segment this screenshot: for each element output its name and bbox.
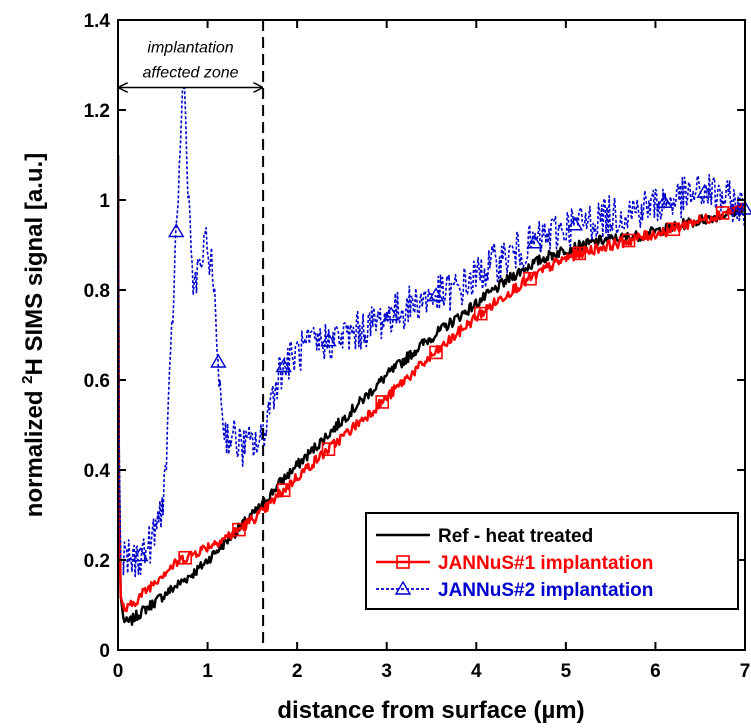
- legend-marker-1: [396, 555, 410, 569]
- legend-items: Ref - heat treated JANNuS#1 implantation J…: [376, 526, 653, 601]
- series-1-marker-11: [715, 206, 730, 220]
- x-tick-label-2: 2: [292, 661, 303, 682]
- series-1-marker-6: [473, 306, 488, 321]
- series-2-marker-5: [382, 306, 400, 321]
- series-2-marker-8: [566, 216, 584, 231]
- series-1-marker-10: [666, 222, 681, 237]
- series-2-marker-2: [210, 353, 227, 368]
- annotation: implantation affected zone: [119, 20, 265, 650]
- x-tick-label-7: 7: [740, 661, 751, 682]
- y-axis-label-pre: normalized: [21, 384, 48, 517]
- series-1-marker-5: [429, 345, 443, 360]
- annotation-text-line-2: affected zone: [143, 65, 239, 82]
- y-tick-label-4: 0.8: [84, 281, 110, 302]
- y-tick-label-0: 0: [99, 641, 110, 662]
- series-line-2: [118, 20, 745, 578]
- series-1-marker-0: [178, 550, 192, 565]
- x-tick-label-3: 3: [381, 661, 392, 682]
- series-1-marker-3: [321, 442, 336, 456]
- x-tick-label-6: 6: [650, 661, 661, 682]
- series-2-marker-0: [132, 547, 149, 562]
- y-axis-label-post: H SIMS signal [a.u.]: [21, 153, 48, 376]
- legend-label-1: JANNuS#1 implantation: [438, 553, 653, 574]
- series-2-marker-10: [696, 183, 713, 198]
- x-tick-label-0: 0: [113, 661, 124, 682]
- series-1-marker-8: [572, 246, 587, 261]
- series-1-marker-9: [621, 233, 636, 248]
- y-tick-label-3: 0.6: [84, 371, 110, 392]
- series-1-marker-1: [232, 522, 246, 537]
- y-tick-label-2: 0.4: [84, 461, 111, 482]
- series-2-marker-7: [526, 234, 543, 249]
- legend-label-0: Ref - heat treated: [438, 526, 593, 547]
- plot-frame: [117, 19, 746, 651]
- y-axis-label: normalized 2H SIMS signal [a.u.]: [19, 153, 48, 517]
- series-2-marker-4: [320, 332, 337, 347]
- annotation-text-line-1: implantation: [147, 40, 233, 57]
- y-tick-label-7: 1.4: [84, 11, 111, 32]
- x-axis-label: distance from surface (µm): [277, 697, 584, 724]
- x-tick-label-4: 4: [471, 661, 482, 682]
- series-line-0: [118, 154, 745, 626]
- x-tick-label-1: 1: [202, 661, 213, 682]
- y-tick-label-5: 1: [99, 191, 110, 212]
- marker-layer: [132, 183, 751, 565]
- y-axis-label-sup: 2: [19, 376, 36, 384]
- tick-layer: 0 1 2 3 4 5 6 7 0 0.2 0.4 0.6 0.8 1 1.2 1.4: [84, 11, 751, 682]
- series-1-marker-7: [523, 271, 537, 286]
- series-2-marker-9: [656, 193, 673, 208]
- legend-marker-2: [394, 580, 412, 595]
- y-tick-label-1: 0.2: [84, 551, 110, 572]
- series-1-marker-2: [276, 483, 291, 498]
- series-2-marker-1: [168, 223, 185, 238]
- series-2-marker-6: [427, 287, 445, 302]
- y-tick-label-6: 1.2: [84, 101, 110, 122]
- series-2-marker-3: [275, 358, 292, 373]
- x-tick-label-5: 5: [561, 661, 572, 682]
- legend-label-2: JANNuS#2 implantation: [438, 580, 653, 601]
- legend: Ref - heat treated JANNuS#1 implantation J…: [365, 512, 739, 610]
- series-line-1: [118, 177, 745, 613]
- series-1-marker-4: [375, 395, 390, 409]
